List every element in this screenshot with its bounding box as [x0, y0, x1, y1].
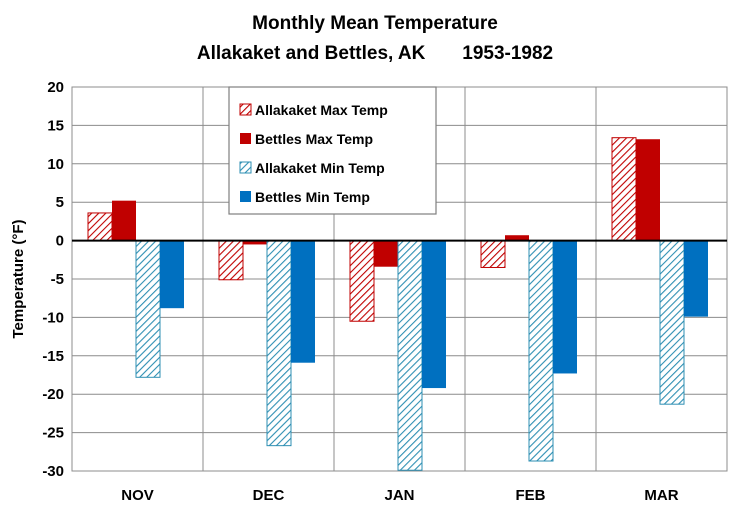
bar-bettles-min-temp-mar: Bettles Min Temp MAR: -9.9 — [684, 240, 708, 317]
legend-swatch — [240, 191, 251, 202]
bar-allakaket-min-temp-feb: Allakaket Min Temp FEB: -28.7 — [528, 240, 554, 462]
x-category-labels: NOV DEC JAN FEB MAR — [121, 487, 678, 504]
bar-bettles-min-temp-nov: Bettles Min Temp NOV: -8.8 — [160, 240, 184, 309]
bar-bettles-max-temp-dec: Bettles Max Temp DEC: -0.5 — [243, 240, 267, 245]
legend-label: Allakaket Max Temp — [255, 102, 388, 118]
y-tick-label: 10 — [47, 156, 64, 173]
bars: Allakaket Max Temp NOV: 3.6Bettles Max T… — [87, 137, 708, 471]
bar-allakaket-max-temp-jan: Allakaket Max Temp JAN: -10.5 — [349, 240, 375, 322]
bar-bettles-max-temp-jan: Bettles Max Temp JAN: -3.4 — [374, 240, 398, 267]
y-tick-label: -10 — [42, 309, 64, 326]
bar-allakaket-min-temp-dec: Allakaket Min Temp DEC: -26.7 — [266, 240, 292, 447]
bar-bettles-max-temp-nov: Bettles Max Temp NOV: 5.2 — [112, 200, 136, 241]
legend: Allakaket Max Temp Bettles Max Temp Allaka… — [228, 86, 437, 215]
bar-bettles-max-temp-feb: Bettles Max Temp FEB: 0.7 — [505, 235, 529, 241]
y-tick-label: -20 — [42, 386, 64, 403]
bar-bettles-min-temp-dec: Bettles Min Temp DEC: -15.9 — [291, 240, 315, 363]
y-tick-label: -25 — [42, 425, 64, 442]
y-tick-label: 20 — [47, 79, 64, 96]
legend-label: Allakaket Min Temp — [255, 160, 385, 176]
x-category-label: MAR — [644, 487, 678, 504]
bar-allakaket-min-temp-nov: Allakaket Min Temp NOV: -17.8 — [135, 240, 161, 378]
y-tick-label: 15 — [47, 117, 64, 134]
y-tick-label: 0 — [56, 233, 64, 250]
y-tick-labels: 20 15 10 5 0 -5 -10 -15 -20 -25 -30 — [42, 79, 64, 480]
x-category-label: NOV — [121, 487, 154, 504]
bar-allakaket-max-temp-mar: Allakaket Max Temp MAR: 13.4 — [611, 137, 637, 242]
y-tick-label: -15 — [42, 348, 64, 365]
legend-label: Bettles Min Temp — [255, 189, 370, 205]
chart-title-line1: Monthly Mean Temperature — [252, 13, 498, 34]
bar-bettles-max-temp-mar: Bettles Max Temp MAR: 13.2 — [636, 139, 660, 241]
legend-swatch — [239, 161, 252, 174]
bar-bettles-min-temp-feb: Bettles Min Temp FEB: -17.3 — [553, 240, 577, 374]
y-axis-label: Temperature (°F) — [10, 219, 27, 338]
legend-box — [228, 86, 437, 215]
legend-swatch — [239, 103, 252, 116]
bar-allakaket-max-temp-dec: Allakaket Max Temp DEC: -5.1 — [218, 240, 244, 281]
x-category-label: DEC — [253, 487, 285, 504]
x-category-label: FEB — [516, 487, 546, 504]
y-tick-label: 5 — [56, 194, 64, 211]
bar-allakaket-max-temp-nov: Allakaket Max Temp NOV: 3.6 — [87, 212, 113, 242]
y-tick-label: -30 — [42, 463, 64, 480]
legend-label: Bettles Max Temp — [255, 131, 373, 147]
chart-title-line2: Allakaket and Bettles, AK 1953-1982 — [197, 43, 553, 64]
bar-allakaket-min-temp-mar: Allakaket Min Temp MAR: -21.3 — [659, 240, 685, 405]
bar-allakaket-max-temp-feb: Allakaket Max Temp FEB: -3.5 — [480, 240, 506, 268]
bar-allakaket-min-temp-jan: Allakaket Min Temp JAN: -29.9 — [397, 240, 423, 471]
legend-swatch — [240, 133, 251, 144]
x-category-label: JAN — [384, 487, 414, 504]
y-tick-label: -5 — [51, 271, 64, 288]
bar-bettles-min-temp-jan: Bettles Min Temp JAN: -19.2 — [422, 240, 446, 389]
